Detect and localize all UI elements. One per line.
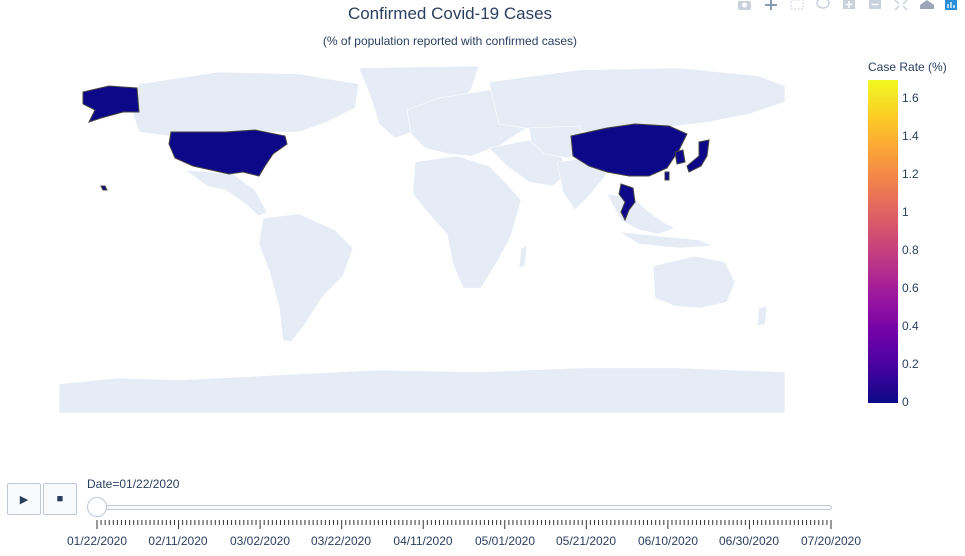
slider-date-label[interactable]: 03/02/2020 <box>229 534 291 548</box>
colorbar-tick: 0.2 <box>902 357 919 371</box>
colorbar-tick: 0.4 <box>902 319 919 333</box>
slider-date-label[interactable]: 04/11/2020 <box>393 534 453 548</box>
land-australia <box>652 255 736 309</box>
slider-date-label[interactable]: 05/01/2020 <box>474 534 536 548</box>
slider-date-label[interactable]: 01/22/2020 <box>66 534 128 548</box>
slider-date-label[interactable]: 02/11/2020 <box>148 534 208 548</box>
colorbar-tick: 0.6 <box>902 281 919 295</box>
plotly-logo-icon[interactable] <box>945 0 961 10</box>
slider-ticks <box>96 520 832 529</box>
world-map[interactable] <box>59 62 785 413</box>
land-indonesia <box>618 231 714 249</box>
country-japan <box>686 139 710 173</box>
slider-date-label[interactable]: 06/10/2020 <box>637 534 699 548</box>
land-madagascar <box>518 245 528 269</box>
home-icon[interactable] <box>919 0 935 10</box>
land-antarctica <box>59 367 785 413</box>
colorbar-title: Case Rate (%) <box>868 60 947 74</box>
country-taiwan <box>664 171 670 181</box>
land-new-zealand <box>756 305 768 327</box>
country-south-korea <box>674 149 686 165</box>
land-canada <box>130 71 360 137</box>
camera-icon[interactable] <box>737 0 753 10</box>
slider-date-label[interactable]: 06/30/2020 <box>718 534 780 548</box>
zoom-in-icon[interactable] <box>841 0 857 10</box>
lasso-icon[interactable] <box>815 0 831 10</box>
colorbar-tick: 0 <box>902 395 909 409</box>
land-mexico <box>183 169 268 217</box>
colorbar-gradient <box>868 80 898 403</box>
country-usa <box>168 129 288 177</box>
slider-date-label[interactable]: 03/22/2020 <box>310 534 372 548</box>
stop-button[interactable]: ■ <box>43 483 77 515</box>
slider-rail[interactable] <box>96 505 832 510</box>
chart-title: Confirmed Covid-19 Cases <box>347 4 553 23</box>
country-thailand <box>618 183 636 222</box>
colorbar-tick: 1.2 <box>902 167 919 181</box>
country-usa-hawaii <box>100 185 108 191</box>
box-select-icon[interactable] <box>789 0 805 10</box>
pan-icon[interactable] <box>763 0 779 10</box>
land-africa <box>412 155 522 289</box>
highlighted-countries <box>82 85 710 222</box>
slider-current-value: Date=01/22/2020 <box>87 477 180 491</box>
land-south-america <box>258 213 354 343</box>
play-button[interactable]: ▶ <box>7 483 41 515</box>
slider-date-label[interactable]: 05/21/2020 <box>555 534 617 548</box>
colorbar <box>868 80 898 403</box>
slider-handle[interactable] <box>87 497 107 517</box>
land-layer <box>59 65 785 413</box>
colorbar-tick: 1.4 <box>902 129 919 143</box>
zoom-out-icon[interactable] <box>867 0 883 10</box>
reset-icon[interactable] <box>893 0 909 10</box>
colorbar-tick: 0.8 <box>902 243 919 257</box>
chart-subtitle: (% of population reported with confirmed… <box>322 34 578 48</box>
slider-date-label[interactable]: 07/20/2020 <box>800 534 862 548</box>
country-china <box>570 123 688 177</box>
modebar <box>737 0 965 10</box>
colorbar-tick: 1.6 <box>902 91 919 105</box>
colorbar-tick: 1 <box>902 205 909 219</box>
country-usa-alaska <box>82 85 140 123</box>
